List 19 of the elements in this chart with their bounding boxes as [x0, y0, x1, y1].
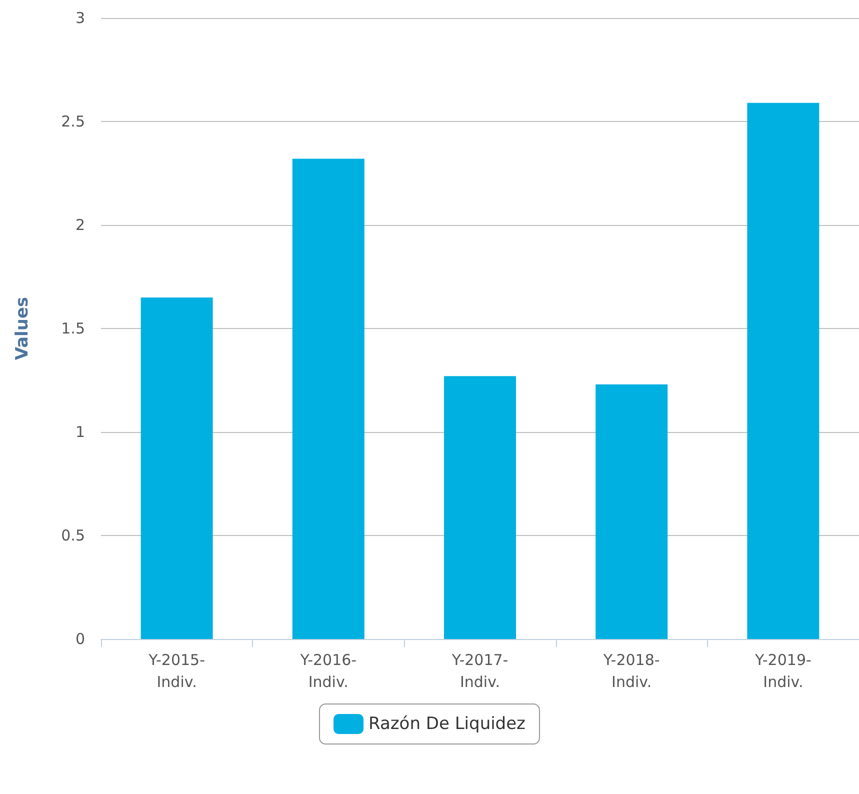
bar — [596, 384, 668, 639]
x-tick-label: Y-2019-Indiv. — [754, 651, 812, 691]
bar — [292, 158, 364, 639]
y-tick-label: 2.5 — [61, 112, 85, 130]
legend-label: Razón De Liquidez — [368, 714, 526, 734]
bar — [140, 297, 213, 639]
y-tick-label: 1 — [75, 423, 85, 441]
x-tick-label: Y-2015-Indiv. — [148, 651, 205, 691]
y-tick-label: 2 — [75, 216, 85, 234]
x-tick-label: Y-2016-Indiv. — [299, 651, 357, 691]
y-tick-label: 0.5 — [61, 526, 85, 544]
bar — [444, 376, 516, 639]
y-tick-label: 3 — [75, 9, 85, 27]
y-tick-label: 0 — [75, 630, 85, 648]
y-tick-label: 1.5 — [61, 320, 85, 338]
x-tick-label: Y-2017-Indiv. — [450, 651, 508, 691]
y-axis-title: Values — [12, 296, 32, 360]
x-tick-label: Y-2018-Indiv. — [602, 651, 660, 691]
bar — [747, 102, 820, 639]
